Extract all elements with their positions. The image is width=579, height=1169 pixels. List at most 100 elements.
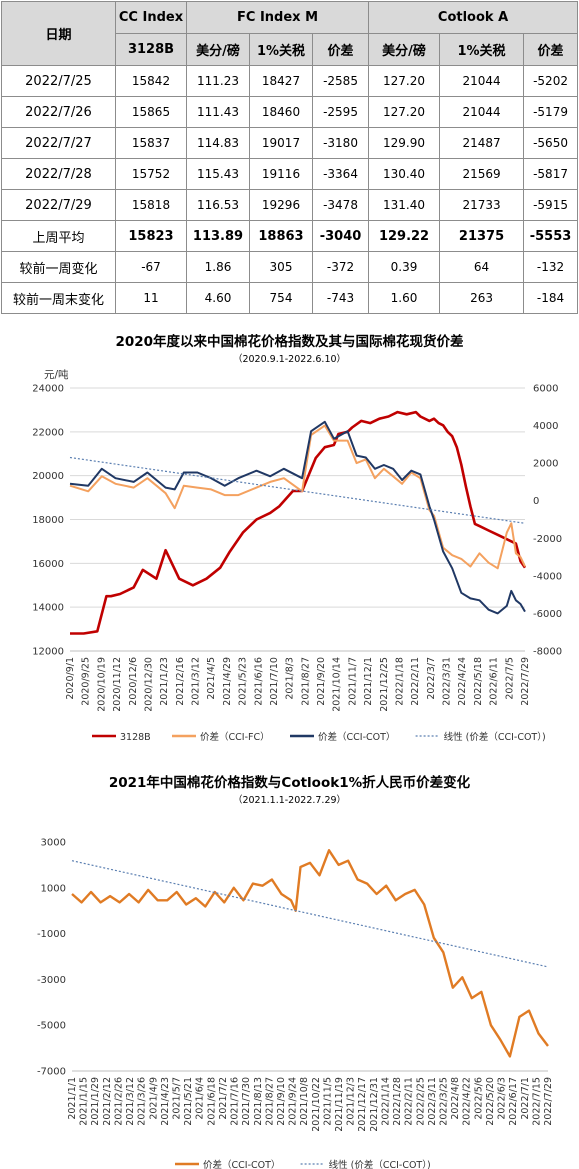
table-row: 2022/7/26 15865 111.43 18460 -2595 127.20 2104… [1,96,579,128]
table-cell: 21487 [439,127,525,159]
legend-label: 线性 (价差（CCI-COT）) [329,1159,431,1169]
x-tick-label: 2022/4/8 [450,1077,461,1120]
x-tick-label: 2021/11/7 [347,657,358,706]
table-cell: 18460 [249,96,313,128]
chart-title: 2021年中国棉花价格指数与Cotlook1%折人民币价差变化 [109,774,471,791]
y2-tick-label: -4000 [533,571,562,582]
table-cell: -5650 [523,127,579,159]
cotton-price-spread-chart-2020: 2020年度以来中国棉花价格指数及其与国际棉花现货价差 （2020.9.1-202… [32,333,562,743]
x-tick-label: 2021/12/1 [363,657,374,706]
table-cell: 129.90 [368,127,441,159]
y2-tick-label: 6000 [533,384,558,395]
x-tick-label: 2021/7/30 [241,1077,252,1126]
x-tick-label: 2021/8/27 [300,657,311,706]
table-cell: 127.20 [368,96,441,128]
table-cell: -3364 [311,158,370,190]
x-tick-label: 2021/4/5 [206,657,217,700]
x-tick-label: 2021/5/7 [171,1077,182,1120]
table-row-average: 上周平均 15823 113.89 18863 -3040 129.22 21375 -555… [1,220,579,252]
x-tick-label: 2021/5/23 [238,657,249,706]
x-tick-label: 2020/12/30 [143,657,154,712]
table-cell: 131.40 [368,189,441,221]
table-cell: 较前一周末变化 [1,282,116,314]
x-tick-label: 2021/3/12 [125,1077,136,1126]
table-row: 较前一周末变化 11 4.60 754 -743 1.60 263 -184 [1,282,579,314]
x-tick-label: 2022/5/6 [473,1077,484,1120]
x-tick-label: 2021/1/15 [79,1077,90,1126]
y2-tick-label: -6000 [533,609,562,620]
x-tick-label: 2021/11/19 [334,1077,345,1132]
table-cell: 115.43 [186,158,250,190]
x-tick-label: 2021/6/16 [253,657,264,706]
table-cell: 4.60 [186,282,250,314]
x-tick-label: 2021/2/26 [113,1077,124,1126]
table-cell: -5915 [523,189,579,221]
table-cell: -3040 [311,220,370,252]
header-fc-usd: 美分/磅 [186,33,250,66]
y-tick-label: 18000 [32,515,64,526]
x-tick-label: 2022/3/31 [442,657,453,706]
x-tick-label: 2021/9/20 [316,657,327,706]
x-tick-label: 2022/1/18 [394,657,405,706]
table-cell: 19017 [249,127,313,159]
x-tick-label: 2020/11/12 [112,657,123,712]
x-tick-label: 2022/7/1 [520,1077,531,1120]
table-cell: 129.22 [368,220,441,252]
table-cell: -184 [523,282,579,314]
table-cell: 263 [439,282,525,314]
legend-label: 价差（CCI-COT） [318,731,395,743]
x-tick-label: 2021/4/23 [160,1077,171,1126]
x-tick-label: 2022/5/20 [485,1077,496,1126]
x-tick-label: 2021/10/22 [311,1077,322,1132]
y-tick-label: -5000 [37,1021,66,1032]
x-tick-label: 2021/12/31 [369,1077,380,1132]
table-row: 2022/7/25 15842 111.23 18427 -2585 127.20 2104… [1,65,579,97]
x-tick-label: 2021/1/29 [90,1077,101,1126]
y-tick-label: -7000 [37,1067,66,1078]
x-tick-label: 2022/4/24 [457,657,468,706]
y2-tick-label: -8000 [533,647,562,658]
x-tick-label: 2022/4/22 [462,1077,473,1126]
table-cell: 15818 [115,189,187,221]
x-tick-label: 2021/8/3 [285,657,296,700]
table-cell: 15752 [115,158,187,190]
x-tick-label: 2021/8/27 [264,1077,275,1126]
header-date: 日期 [1,1,116,66]
table-cell: 21375 [439,220,525,252]
y-tick-label: 22000 [32,427,64,438]
table-cell: -372 [311,251,370,283]
table-cell: 21044 [439,96,525,128]
x-tick-label: 2021/3/12 [191,657,202,706]
x-tick-label: 2020/12/6 [128,657,139,706]
y-tick-label: 24000 [32,384,64,395]
x-tick-label: 2021/12/17 [357,1077,368,1132]
y-tick-label: 1000 [41,883,66,894]
header-ct-tariff: 1%关税 [439,33,525,66]
x-tick-label: 2020/9/25 [81,657,92,706]
x-tick-label: 2021/7/10 [269,657,280,706]
y-tick-label: 14000 [32,603,64,614]
cotton-spread-chart-2021: 2021年中国棉花价格指数与Cotlook1%折人民币价差变化 （2021.1.1… [37,774,554,1169]
table-row: 2022/7/27 15837 114.83 19017 -3180 129.90 2148… [1,127,579,159]
x-tick-label: 2021/12/3 [346,1077,357,1126]
table-cell: -5179 [523,96,579,128]
y-tick-label: -1000 [37,929,66,940]
table-cell: 2022/7/29 [1,189,116,221]
x-tick-label: 2021/6/4 [195,1077,206,1120]
table-cell: 1.86 [186,251,250,283]
chart-subtitle: （2021.1.1-2022.7.29） [233,794,346,806]
table-cell: 上周平均 [1,220,116,252]
x-tick-label: 2022/1/28 [392,1077,403,1126]
table-cell: 754 [249,282,313,314]
x-tick-label: 2022/1/14 [380,1077,391,1126]
table-cell: 11 [115,282,187,314]
x-tick-label: 2020/9/1 [65,657,76,700]
x-tick-label: 2021/6/18 [206,1077,217,1126]
x-tick-label: 2020/10/19 [96,657,107,712]
x-tick-label: 2021/4/9 [148,1077,159,1120]
table-cell: 130.40 [368,158,441,190]
x-tick-label: 2022/2/11 [410,657,421,706]
x-tick-label: 2021/1/1 [67,1077,78,1120]
table-cell: 113.89 [186,220,250,252]
header-fc-tariff: 1%关税 [249,33,313,66]
